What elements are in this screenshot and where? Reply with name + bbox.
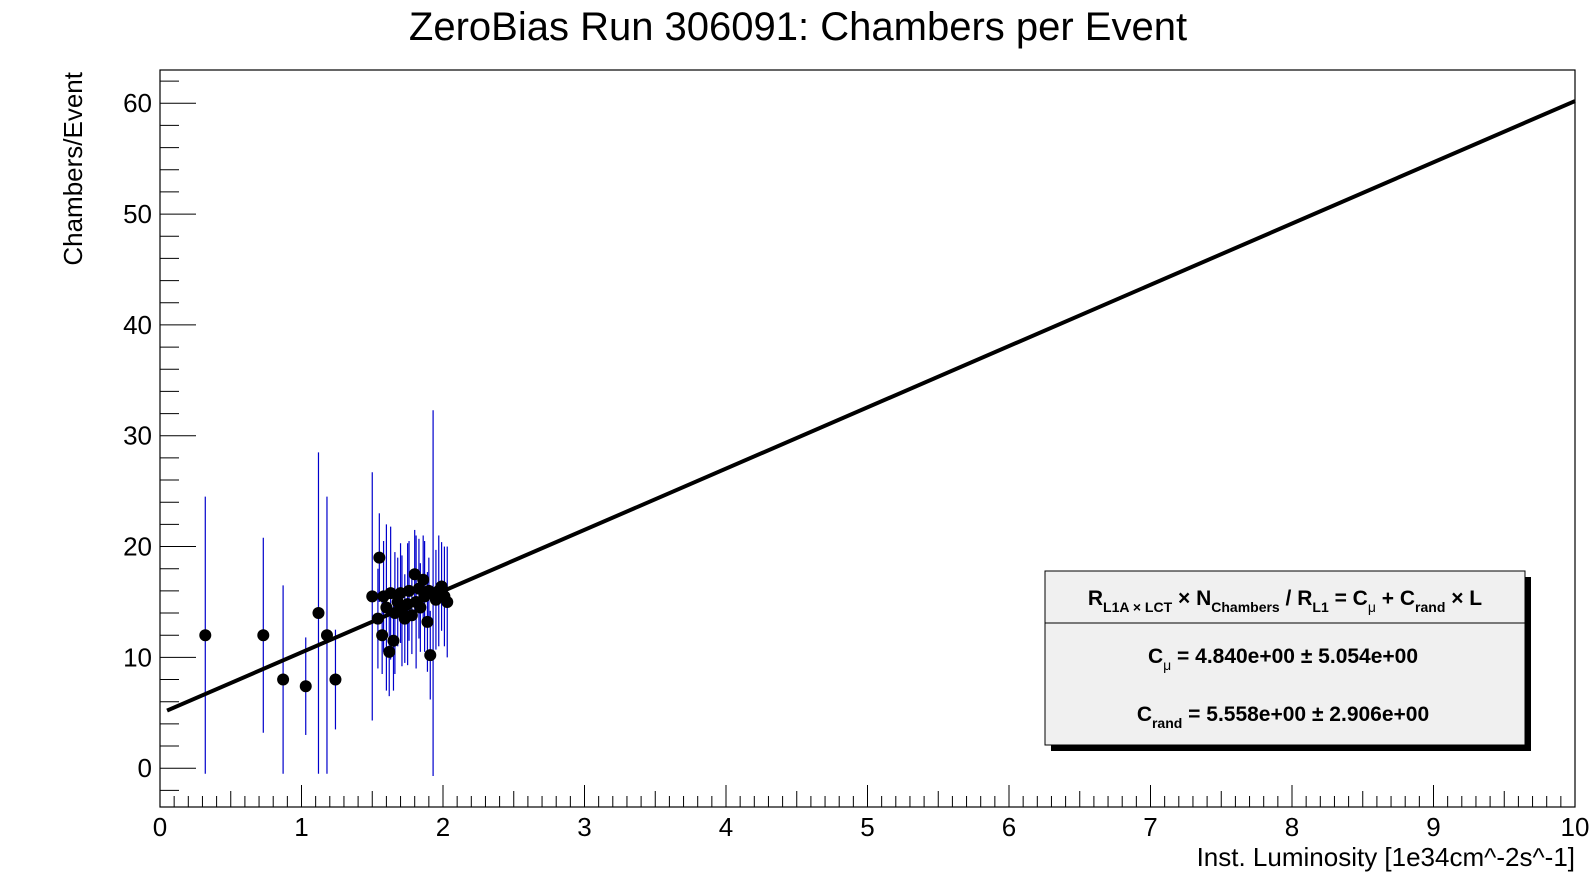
data-point (380, 601, 393, 614)
data-point (408, 568, 421, 581)
data-point (435, 580, 448, 593)
data-point (320, 629, 333, 642)
y-tick-label: 10 (123, 642, 152, 672)
x-tick-label: 0 (153, 812, 167, 842)
data-point (405, 609, 418, 622)
formula-plus-c: + C (1376, 587, 1415, 610)
data-point (312, 607, 325, 620)
x-tick-label: 4 (719, 812, 733, 842)
data-point (371, 612, 384, 625)
x-tick-label: 2 (436, 812, 450, 842)
data-point (299, 680, 312, 693)
legend-formula: RL1A × LCT × NChambers / RL1 = Cμ + Cran… (1088, 587, 1482, 615)
y-tick-label: 30 (123, 421, 152, 451)
x-tick-label: 10 (1561, 812, 1590, 842)
y-axis-label: Chambers/Event (58, 71, 88, 265)
data-points (199, 551, 454, 693)
chart-title: ZeroBias Run 306091: Chambers per Event (409, 5, 1187, 49)
formula-r: R (1088, 587, 1103, 610)
data-point (277, 673, 290, 686)
formula-sub-chambers: Chambers (1211, 599, 1280, 615)
data-point (376, 629, 389, 642)
legend-box (1044, 570, 1526, 746)
x-tick-label: 5 (860, 812, 874, 842)
data-point (383, 645, 396, 658)
formula-sub-rand: rand (1415, 599, 1445, 615)
y-tick-labels: 0 10 20 30 40 50 60 (123, 88, 152, 783)
c-mu-sub: μ (1163, 657, 1171, 673)
formula-times-l: × L (1445, 587, 1482, 610)
data-point (373, 551, 386, 564)
formula-times-n: × N (1172, 587, 1211, 610)
x-tick-label: 7 (1143, 812, 1157, 842)
formula-sub-mu: μ (1368, 599, 1376, 615)
y-tick-label: 60 (123, 88, 152, 118)
legend-c-mu: Cμ = 4.840e+00 ± 5.054e+00 (1148, 645, 1418, 673)
data-point (417, 573, 430, 586)
data-point (366, 590, 379, 603)
fit-legend: RL1A × LCT × NChambers / RL1 = Cμ + Cran… (1044, 570, 1531, 751)
formula-sub-l1a-lct: L1A × LCT (1103, 599, 1173, 615)
c-rand-value: = 5.558e+00 ± 2.906e+00 (1182, 703, 1429, 726)
data-point (329, 673, 342, 686)
c-mu-value: = 4.840e+00 ± 5.054e+00 (1171, 645, 1418, 668)
data-point (387, 634, 400, 647)
data-point (384, 587, 397, 600)
data-point (441, 595, 454, 608)
data-point (414, 601, 427, 614)
y-tick-label: 40 (123, 310, 152, 340)
c-mu-label: C (1148, 645, 1163, 668)
data-point (403, 584, 416, 597)
x-tick-label: 3 (577, 812, 591, 842)
y-tick-label: 20 (123, 532, 152, 562)
y-tick-label: 0 (138, 753, 152, 783)
y-tick-label: 50 (123, 199, 152, 229)
x-tick-label: 8 (1285, 812, 1299, 842)
legend-c-rand: Crand = 5.558e+00 ± 2.906e+00 (1137, 703, 1429, 731)
x-tick-labels: 0 1 2 3 4 5 6 7 8 9 10 (153, 812, 1590, 842)
formula-div-r: / R (1280, 587, 1313, 610)
x-axis-label: Inst. Luminosity [1e34cm^-2s^-1] (1197, 842, 1575, 872)
data-point (257, 629, 270, 642)
x-tick-label: 1 (294, 812, 308, 842)
formula-sub-l1: L1 (1312, 599, 1329, 615)
data-point (199, 629, 212, 642)
c-rand-sub: rand (1152, 715, 1182, 731)
x-tick-label: 6 (1002, 812, 1016, 842)
c-rand-label: C (1137, 703, 1152, 726)
axis-ticks (159, 80, 1576, 807)
data-point (421, 615, 434, 628)
data-point (424, 649, 437, 662)
x-tick-label: 9 (1426, 812, 1440, 842)
formula-eq-c: = C (1329, 587, 1368, 610)
